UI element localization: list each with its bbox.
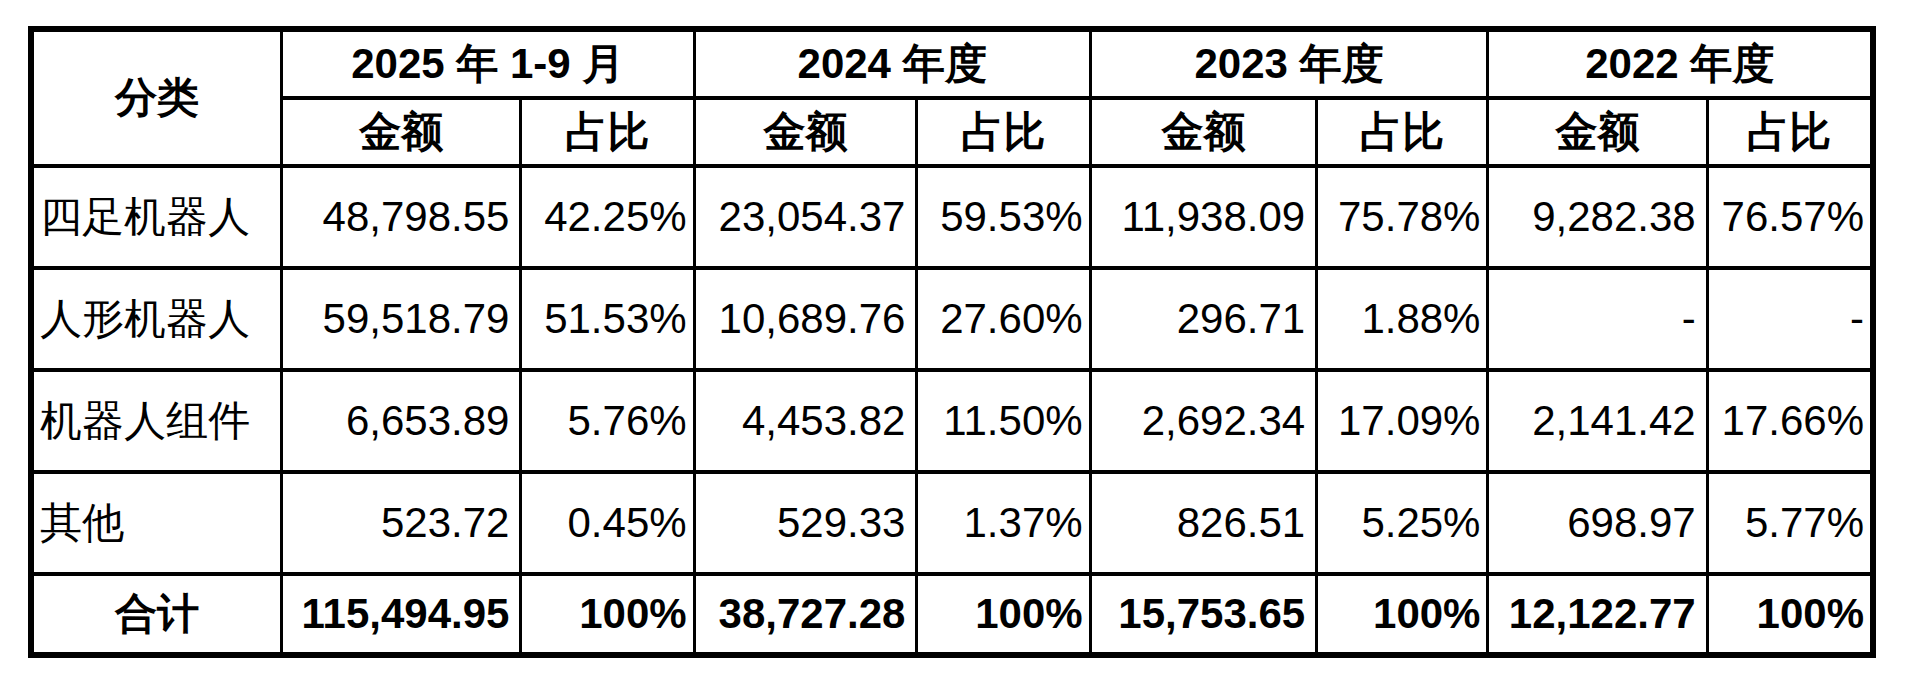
- cell-ratio: 5.77%: [1707, 472, 1873, 574]
- cell-ratio: 0.45%: [521, 472, 694, 574]
- cell-ratio: 42.25%: [521, 166, 694, 268]
- header-period-2023: 2023 年度: [1090, 29, 1488, 98]
- cell-amount: 9,282.38: [1488, 166, 1707, 268]
- cell-category: 人形机器人: [31, 268, 282, 370]
- cell-ratio: 75.78%: [1317, 166, 1488, 268]
- table-row-other: 其他 523.72 0.45% 529.33 1.37% 826.51 5.25…: [31, 472, 1873, 574]
- header-period-2025: 2025 年 1-9 月: [282, 29, 695, 98]
- header-amount-2025: 金额: [282, 98, 521, 166]
- header-ratio-2025: 占比: [521, 98, 694, 166]
- header-period-2024: 2024 年度: [694, 29, 1090, 98]
- cell-ratio: 17.09%: [1317, 370, 1488, 472]
- cell-ratio: 17.66%: [1707, 370, 1873, 472]
- table-row-quadruped-robot: 四足机器人 48,798.55 42.25% 23,054.37 59.53% …: [31, 166, 1873, 268]
- cell-amount: 10,689.76: [694, 268, 917, 370]
- cell-amount: 4,453.82: [694, 370, 917, 472]
- cell-ratio: 76.57%: [1707, 166, 1873, 268]
- header-ratio-2022: 占比: [1707, 98, 1873, 166]
- cell-amount: 6,653.89: [282, 370, 521, 472]
- cell-ratio: 59.53%: [917, 166, 1090, 268]
- header-amount-2024: 金额: [694, 98, 917, 166]
- header-amount-2022: 金额: [1488, 98, 1707, 166]
- subheader-row: 金额 占比 金额 占比 金额 占比 金额 占比: [31, 98, 1873, 166]
- header-ratio-2024: 占比: [917, 98, 1090, 166]
- cell-ratio: 11.50%: [917, 370, 1090, 472]
- cell-category: 四足机器人: [31, 166, 282, 268]
- cell-category: 机器人组件: [31, 370, 282, 472]
- total-row: 合计 115,494.95 100% 38,727.28 100% 15,753…: [31, 574, 1873, 655]
- total-ratio: 100%: [1317, 574, 1488, 655]
- cell-category: 其他: [31, 472, 282, 574]
- cell-amount: 698.97: [1488, 472, 1707, 574]
- cell-amount: 523.72: [282, 472, 521, 574]
- cell-amount: 296.71: [1090, 268, 1317, 370]
- total-amount: 38,727.28: [694, 574, 917, 655]
- total-amount: 12,122.77: [1488, 574, 1707, 655]
- cell-amount: 2,141.42: [1488, 370, 1707, 472]
- cell-amount: 2,692.34: [1090, 370, 1317, 472]
- table-row-humanoid-robot: 人形机器人 59,518.79 51.53% 10,689.76 27.60% …: [31, 268, 1873, 370]
- table-row-robot-components: 机器人组件 6,653.89 5.76% 4,453.82 11.50% 2,6…: [31, 370, 1873, 472]
- page-body: 分类 2025 年 1-9 月 2024 年度 2023 年度 2022 年度 …: [0, 0, 1906, 676]
- cell-ratio: 1.88%: [1317, 268, 1488, 370]
- cell-ratio: 51.53%: [521, 268, 694, 370]
- total-ratio: 100%: [917, 574, 1090, 655]
- header-category: 分类: [31, 29, 282, 166]
- cell-ratio: -: [1707, 268, 1873, 370]
- total-ratio: 100%: [521, 574, 694, 655]
- cell-amount: -: [1488, 268, 1707, 370]
- cell-ratio: 5.25%: [1317, 472, 1488, 574]
- cell-ratio: 1.37%: [917, 472, 1090, 574]
- cell-amount: 11,938.09: [1090, 166, 1317, 268]
- period-header-row: 分类 2025 年 1-9 月 2024 年度 2023 年度 2022 年度: [31, 29, 1873, 98]
- cell-amount: 529.33: [694, 472, 917, 574]
- total-label: 合计: [31, 574, 282, 655]
- cell-amount: 59,518.79: [282, 268, 521, 370]
- header-period-2022: 2022 年度: [1488, 29, 1873, 98]
- cell-amount: 826.51: [1090, 472, 1317, 574]
- cell-amount: 23,054.37: [694, 166, 917, 268]
- cell-amount: 48,798.55: [282, 166, 521, 268]
- revenue-breakdown-table: 分类 2025 年 1-9 月 2024 年度 2023 年度 2022 年度 …: [28, 26, 1876, 658]
- total-amount: 115,494.95: [282, 574, 521, 655]
- header-ratio-2023: 占比: [1317, 98, 1488, 166]
- cell-ratio: 27.60%: [917, 268, 1090, 370]
- header-amount-2023: 金额: [1090, 98, 1317, 166]
- total-ratio: 100%: [1707, 574, 1873, 655]
- total-amount: 15,753.65: [1090, 574, 1317, 655]
- cell-ratio: 5.76%: [521, 370, 694, 472]
